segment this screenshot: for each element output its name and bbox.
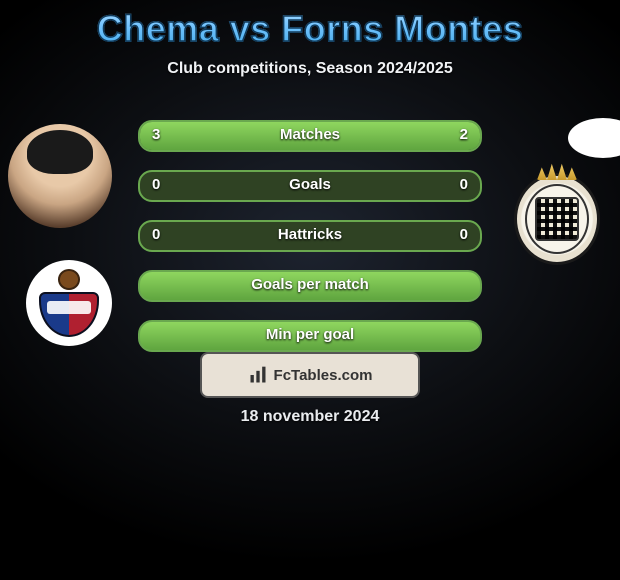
club-logo-right bbox=[514, 176, 600, 262]
avatar bbox=[8, 124, 112, 228]
stat-label: Hattricks bbox=[140, 226, 480, 243]
crest-burgos-icon bbox=[514, 173, 600, 265]
player-photo-right bbox=[568, 118, 620, 158]
crest-eibar-icon bbox=[39, 269, 99, 337]
stats-area: 32Matches 00Goals 00Hattricks Goals per mat… bbox=[138, 120, 482, 370]
attribution-text: FcTables.com bbox=[274, 367, 373, 384]
stat-label: Goals bbox=[140, 176, 480, 193]
player-photo-left bbox=[8, 124, 112, 228]
page-title: Chema vs Forns Montes bbox=[0, 0, 620, 50]
stat-label: Min per goal bbox=[140, 326, 480, 343]
stat-row-goals-per-match: Goals per match bbox=[138, 270, 482, 302]
stat-label: Goals per match bbox=[140, 276, 480, 293]
date: 18 november 2024 bbox=[0, 408, 620, 426]
subtitle: Club competitions, Season 2024/2025 bbox=[0, 60, 620, 78]
bar-chart-icon bbox=[248, 365, 268, 385]
stat-row-min-per-goal: Min per goal bbox=[138, 320, 482, 352]
comparison-infographic: Chema vs Forns Montes Club competitions,… bbox=[0, 0, 620, 580]
stat-label: Matches bbox=[140, 126, 480, 143]
attribution: FcTables.com bbox=[200, 352, 420, 398]
club-logo-left bbox=[26, 260, 112, 346]
stat-row-hattricks: 00Hattricks bbox=[138, 220, 482, 252]
stat-row-matches: 32Matches bbox=[138, 120, 482, 152]
stat-row-goals: 00Goals bbox=[138, 170, 482, 202]
